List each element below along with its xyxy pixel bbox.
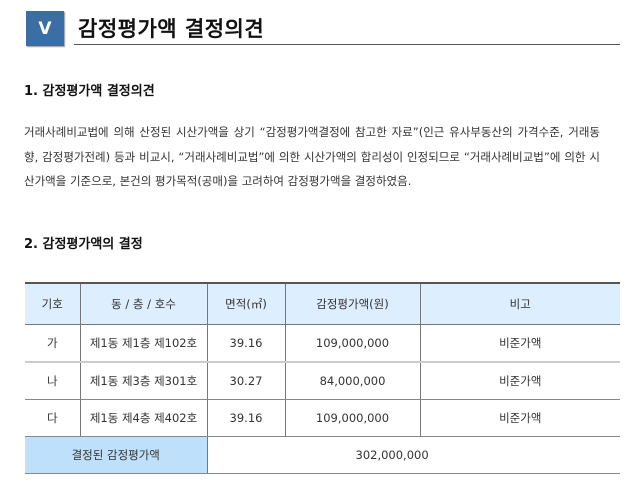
heading-1: 1. 감정평가액 결정의견 — [24, 84, 155, 99]
section-badge: V — [26, 11, 64, 46]
cell-value: 109,000,000 — [285, 324, 421, 363]
table-row: 가 제1동 제1층 제102호 39.16 109,000,000 비준가액 — [25, 324, 620, 363]
cell-code: 나 — [25, 362, 81, 400]
total-value: 302,000,000 — [207, 436, 620, 474]
cell-code: 가 — [25, 324, 81, 363]
cell-unit: 제1동 제1층 제102호 — [80, 324, 208, 363]
title-underline — [74, 44, 620, 45]
opinion-paragraph: 거래사례비교법에 의해 산정된 시산가액을 상기 “감정평가액결정에 참고한 자… — [24, 125, 600, 188]
header-value: 감정평가액(원) — [285, 282, 421, 325]
cell-unit: 제1동 제4층 제402호 — [80, 399, 208, 437]
cell-area: 39.16 — [207, 324, 286, 363]
section-title: 감정평가액 결정의견 — [78, 17, 265, 41]
cell-remark: 비준가액 — [420, 324, 620, 363]
cell-remark: 비준가액 — [420, 362, 620, 400]
cell-value: 109,000,000 — [285, 399, 421, 437]
cell-code: 다 — [25, 399, 81, 437]
table-row: 나 제1동 제3층 제301호 30.27 84,000,000 비준가액 — [25, 362, 620, 400]
table-header: 기호 동 / 층 / 호수 면적(㎡) 감정평가액(원) 비고 — [25, 282, 620, 325]
header-code: 기호 — [25, 282, 81, 325]
header-unit: 동 / 층 / 호수 — [80, 282, 208, 325]
header-remark: 비고 — [420, 282, 620, 325]
cell-area: 39.16 — [207, 399, 286, 437]
cell-area: 30.27 — [207, 362, 286, 400]
cell-remark: 비준가액 — [420, 399, 620, 437]
total-label: 결정된 감정평가액 — [25, 436, 208, 474]
valuation-table: 기호 동 / 층 / 호수 면적(㎡) 감정평가액(원) 비고 가 제1동 제1… — [25, 282, 620, 474]
cell-value: 84,000,000 — [285, 362, 421, 400]
total-row: 결정된 감정평가액 302,000,000 — [25, 436, 620, 474]
heading-2: 2. 감정평가액의 결정 — [24, 237, 143, 252]
cell-unit: 제1동 제3층 제301호 — [80, 362, 208, 400]
table-row: 다 제1동 제4층 제402호 39.16 109,000,000 비준가액 — [25, 399, 620, 437]
header-area: 면적(㎡) — [207, 282, 286, 325]
